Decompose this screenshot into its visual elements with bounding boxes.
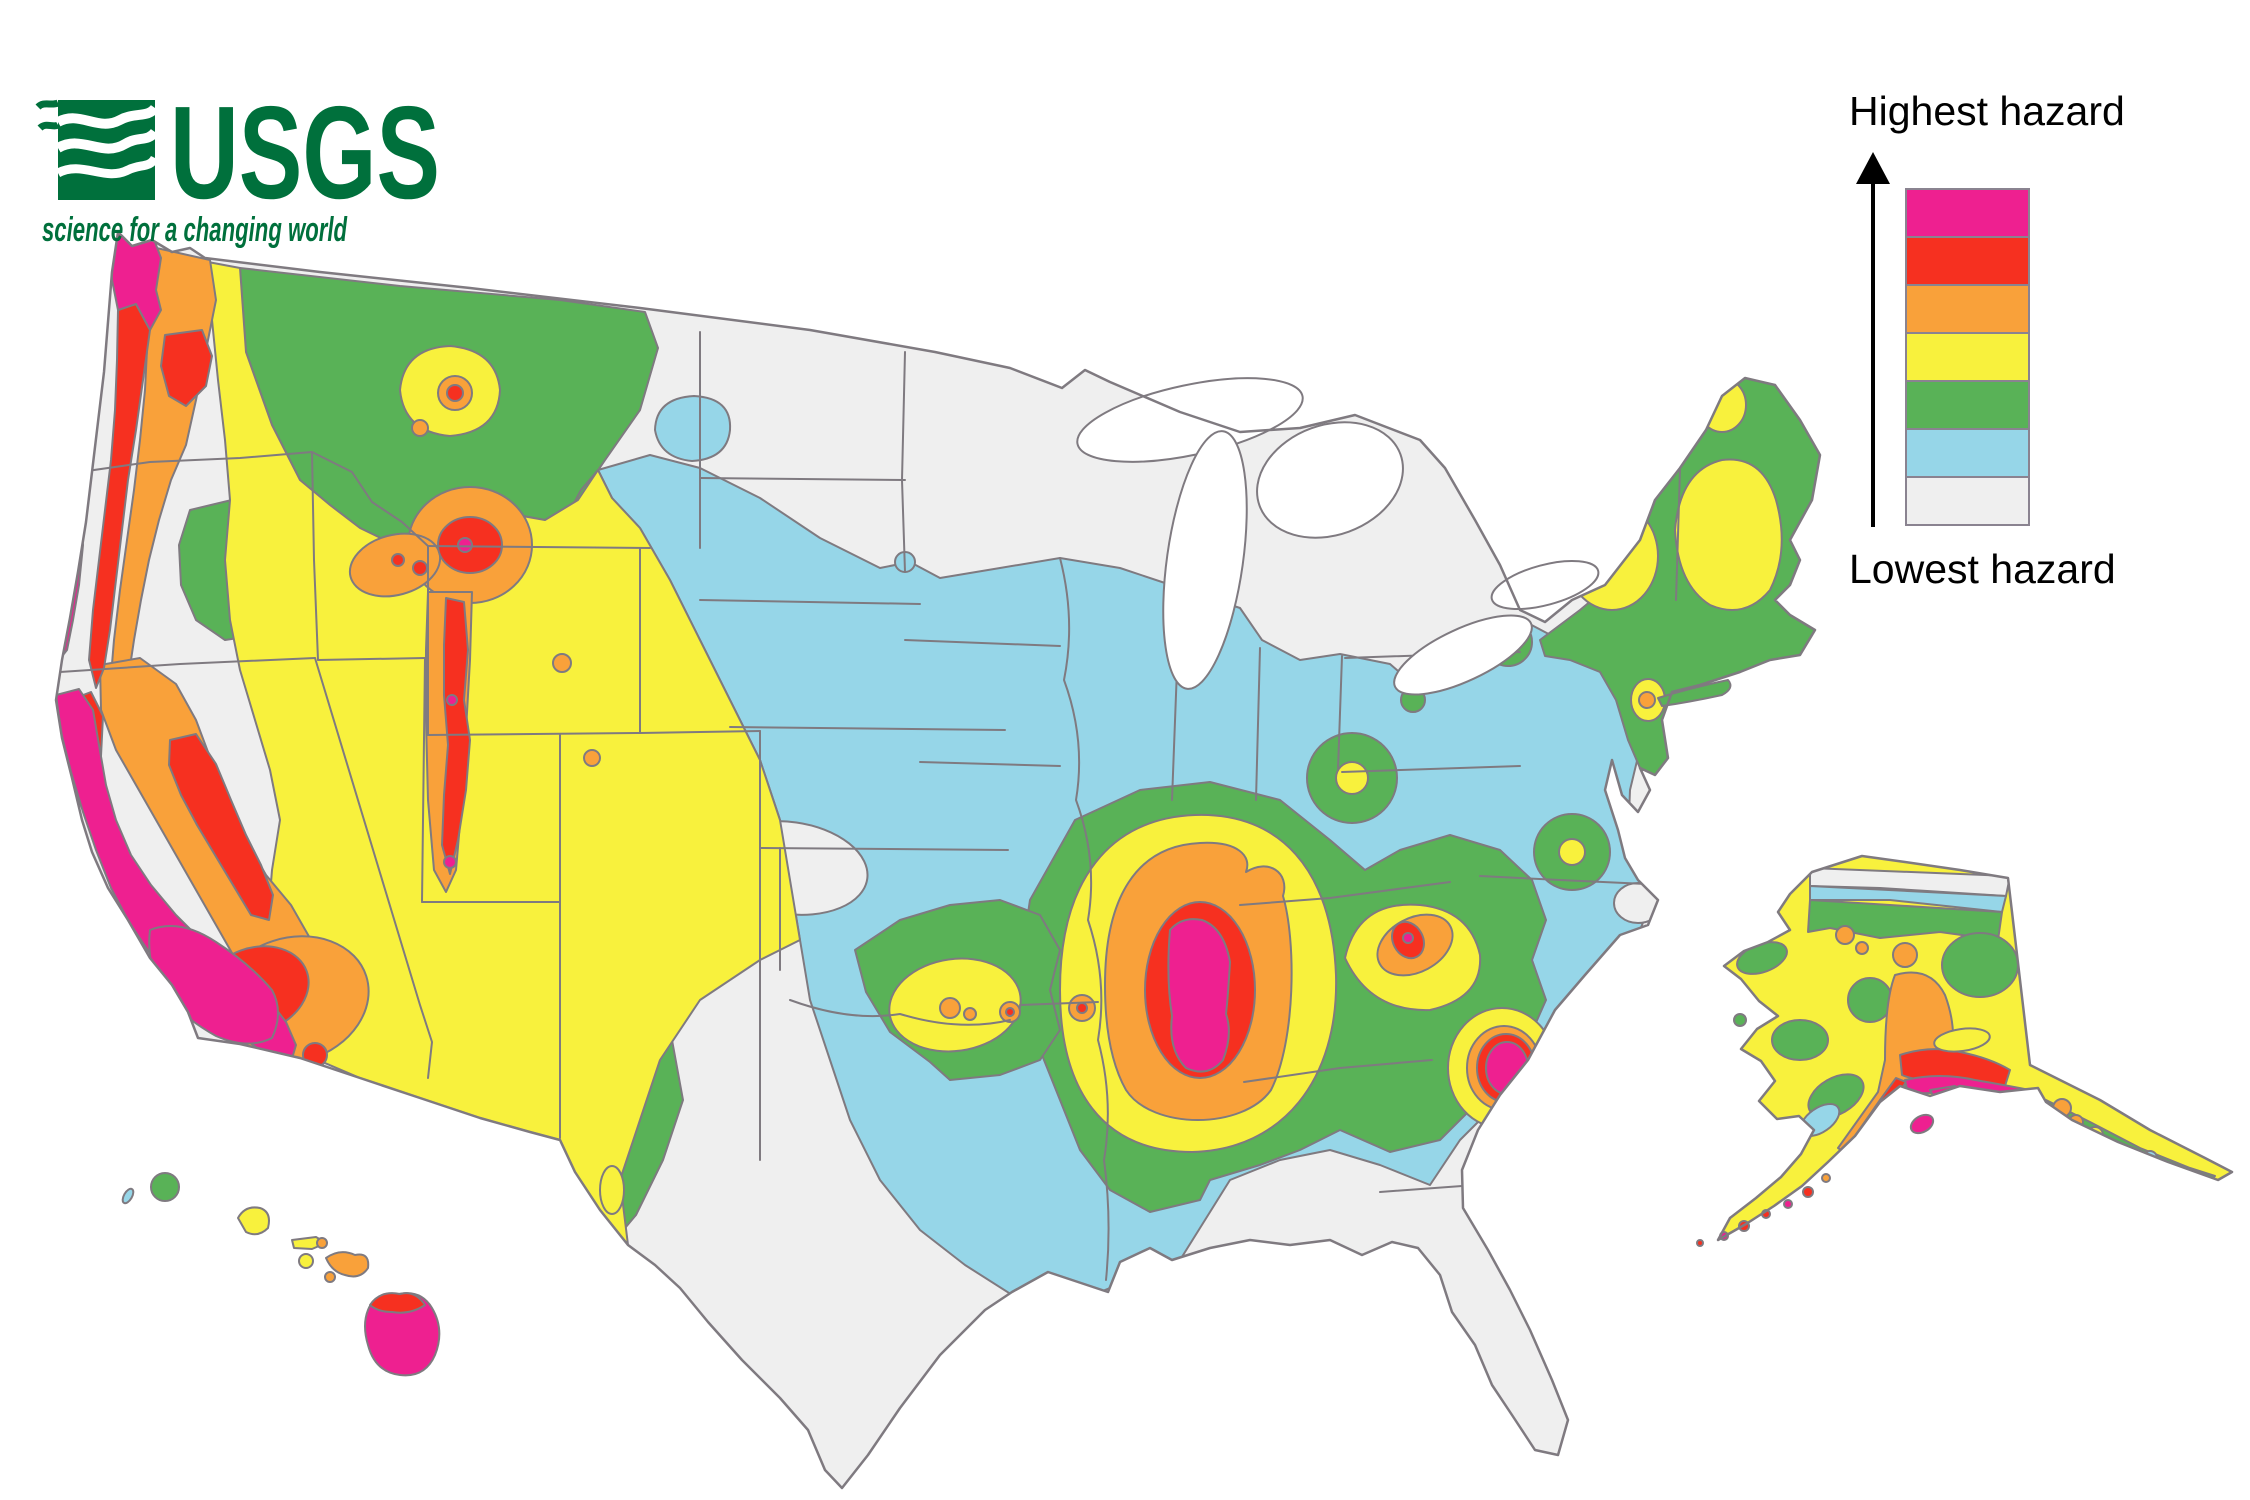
alaska-outline bbox=[1716, 854, 2234, 1242]
niihau bbox=[121, 1187, 135, 1205]
hawaii-inset bbox=[121, 1172, 441, 1377]
great-lakes bbox=[1076, 377, 1600, 696]
legend-swatch-medium bbox=[1905, 380, 2030, 430]
legend-swatch-lowest bbox=[1905, 476, 2030, 526]
legend-swatch-high bbox=[1905, 284, 2030, 334]
logo-wave bbox=[55, 128, 160, 154]
new-madrid-core bbox=[1167, 918, 1231, 1073]
legend-swatch-very-high bbox=[1905, 236, 2030, 286]
lake-ontario bbox=[1490, 560, 1600, 610]
legend-arrow-icon bbox=[1856, 152, 1890, 184]
hazard-layer-highest bbox=[56, 232, 1529, 1095]
logo-acronym: USGS bbox=[170, 79, 440, 226]
lake-michigan bbox=[1162, 430, 1248, 690]
cascadia-red-stripe bbox=[88, 303, 151, 689]
oahu bbox=[237, 1206, 270, 1236]
legend-arrow-line bbox=[1871, 180, 1875, 527]
lake-huron bbox=[1256, 421, 1404, 539]
legend-highest-label: Highest hazard bbox=[1849, 88, 2125, 134]
logo-tagline: science for a changing world bbox=[42, 211, 348, 249]
usgs-logo: USGS science for a changing world bbox=[35, 79, 440, 249]
legend-color-scale bbox=[1905, 188, 2030, 526]
logo-wave bbox=[55, 104, 160, 129]
logo-wave-tail bbox=[35, 99, 60, 110]
alaska-inset bbox=[1696, 854, 2234, 1247]
lanai bbox=[298, 1253, 314, 1269]
conus-outline bbox=[54, 230, 1822, 1490]
legend-swatch-highest bbox=[1905, 188, 2030, 238]
legend-lowest-label: Lowest hazard bbox=[1849, 546, 2116, 592]
lake-erie bbox=[1393, 614, 1533, 696]
maui bbox=[325, 1251, 370, 1278]
conterminous-us bbox=[54, 230, 1822, 1490]
long-island bbox=[1657, 679, 1732, 707]
kauai bbox=[150, 1172, 180, 1202]
kahoolawe bbox=[324, 1271, 336, 1283]
legend-swatch-low bbox=[1905, 428, 2030, 478]
kodiak-island bbox=[1909, 1113, 1935, 1135]
pacific-northwest-coast-zone bbox=[107, 232, 162, 331]
logo-wave bbox=[55, 155, 160, 179]
legend-swatch-medium-high bbox=[1905, 332, 2030, 382]
logo-wave-tail bbox=[37, 121, 60, 131]
